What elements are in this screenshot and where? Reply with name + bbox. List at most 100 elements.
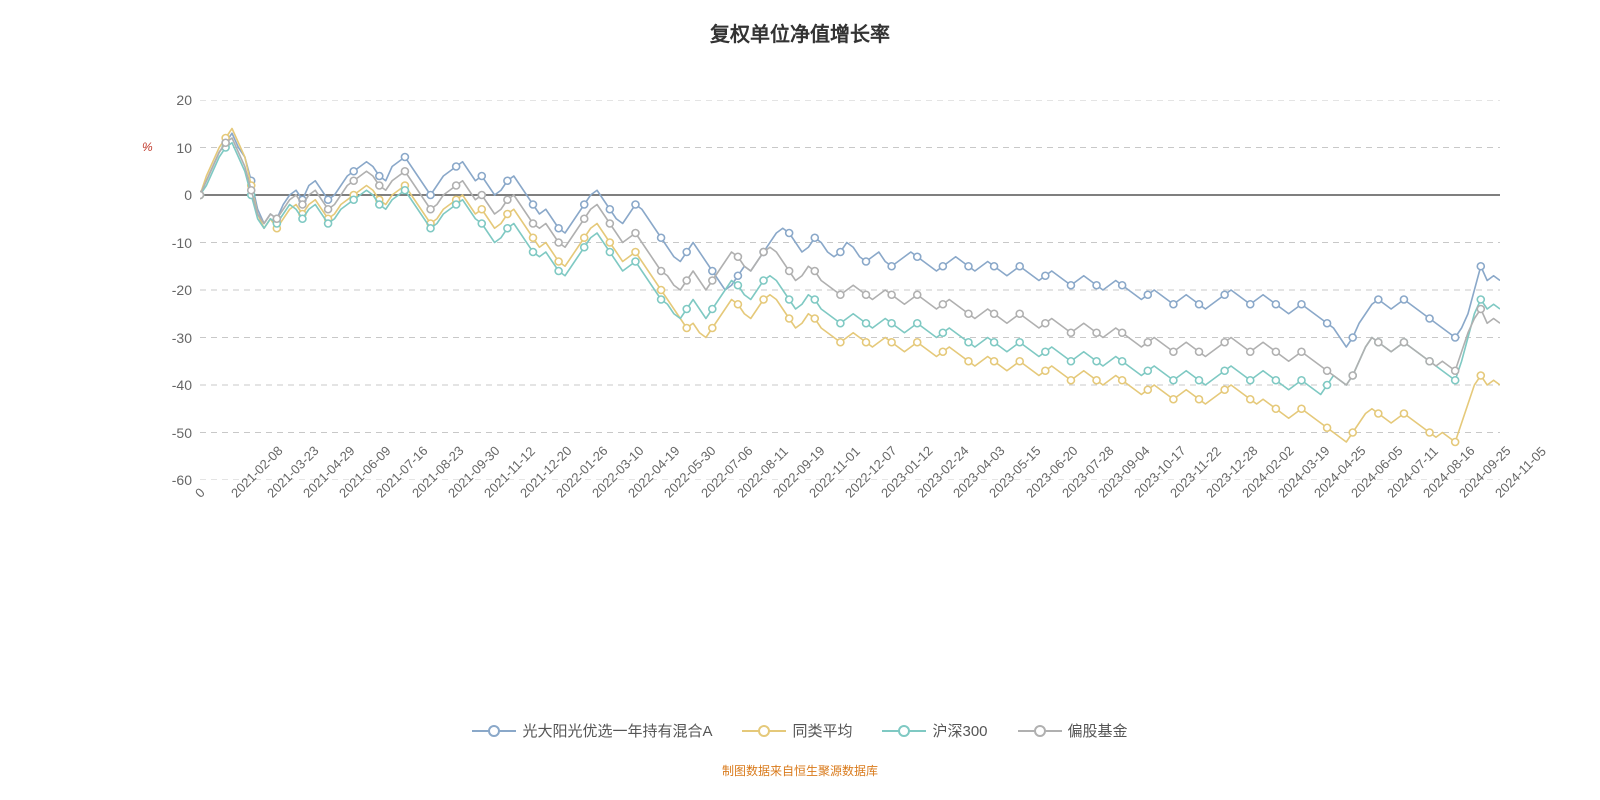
series-marker-peer bbox=[863, 339, 870, 346]
series-marker-equity_fund bbox=[786, 268, 793, 275]
legend: 光大阳光优选一年持有混合A 同类平均 沪深300 偏股基金 bbox=[0, 720, 1600, 741]
series-marker-hs300 bbox=[325, 220, 332, 227]
x-tick-label: 0 bbox=[192, 485, 208, 501]
series-marker-equity_fund bbox=[606, 220, 613, 227]
series-marker-equity_fund bbox=[555, 239, 562, 246]
series-marker-peer bbox=[683, 325, 690, 332]
series-marker-equity_fund bbox=[1477, 306, 1484, 313]
series-marker-fund bbox=[1247, 301, 1254, 308]
series-marker-hs300 bbox=[786, 296, 793, 303]
legend-item-hs300: 沪深300 bbox=[882, 720, 987, 741]
series-marker-equity_fund bbox=[427, 206, 434, 213]
series-marker-hs300 bbox=[376, 201, 383, 208]
series-marker-hs300 bbox=[1298, 377, 1305, 384]
series-marker-fund bbox=[888, 263, 895, 270]
series-marker-fund bbox=[530, 201, 537, 208]
series-marker-fund bbox=[837, 249, 844, 256]
series-marker-peer bbox=[606, 239, 613, 246]
series-marker-equity_fund bbox=[837, 291, 844, 298]
y-tick-label: -40 bbox=[172, 377, 192, 393]
series-marker-equity_fund bbox=[581, 215, 588, 222]
series-marker-equity_fund bbox=[1221, 339, 1228, 346]
series-marker-equity_fund bbox=[1452, 367, 1459, 374]
series-marker-fund bbox=[376, 173, 383, 180]
series-marker-equity_fund bbox=[376, 182, 383, 189]
series-marker-peer bbox=[555, 258, 562, 265]
legend-label: 光大阳光优选一年持有混合A bbox=[522, 720, 712, 741]
y-tick-label: 10 bbox=[176, 140, 192, 156]
series-line-hs300 bbox=[200, 143, 1500, 395]
series-marker-peer bbox=[1452, 439, 1459, 446]
series-marker-equity_fund bbox=[1324, 367, 1331, 374]
legend-label: 偏股基金 bbox=[1068, 720, 1128, 741]
series-marker-peer bbox=[1298, 405, 1305, 412]
series-marker-peer bbox=[914, 339, 921, 346]
y-tick-label: -10 bbox=[172, 235, 192, 251]
series-marker-peer bbox=[786, 315, 793, 322]
series-marker-equity_fund bbox=[1196, 348, 1203, 355]
series-marker-peer bbox=[1272, 405, 1279, 412]
series-marker-hs300 bbox=[1324, 382, 1331, 389]
series-marker-equity_fund bbox=[632, 230, 639, 237]
series-marker-equity_fund bbox=[1400, 339, 1407, 346]
series-marker-hs300 bbox=[709, 306, 716, 313]
series-marker-peer bbox=[1119, 377, 1126, 384]
series-marker-fund bbox=[350, 168, 357, 175]
series-marker-hs300 bbox=[965, 339, 972, 346]
series-marker-fund bbox=[709, 268, 716, 275]
series-marker-fund bbox=[453, 163, 460, 170]
legend-swatch bbox=[742, 724, 786, 738]
series-marker-peer bbox=[888, 339, 895, 346]
series-marker-fund bbox=[991, 263, 998, 270]
series-marker-fund bbox=[632, 201, 639, 208]
series-marker-peer bbox=[530, 234, 537, 241]
series-marker-peer bbox=[1221, 386, 1228, 393]
series-marker-fund bbox=[1042, 272, 1049, 279]
series-marker-hs300 bbox=[1170, 377, 1177, 384]
series-marker-peer bbox=[1477, 372, 1484, 379]
footer-note: 制图数据来自恒生聚源数据库 bbox=[0, 762, 1600, 779]
series-marker-fund bbox=[863, 258, 870, 265]
series-marker-hs300 bbox=[1042, 348, 1049, 355]
series-marker-fund bbox=[427, 192, 434, 199]
y-tick-label: -60 bbox=[172, 472, 192, 488]
series-marker-peer bbox=[1144, 386, 1151, 393]
series-marker-fund bbox=[325, 196, 332, 203]
series-marker-equity_fund bbox=[350, 177, 357, 184]
series-marker-equity_fund bbox=[200, 192, 204, 199]
series-marker-peer bbox=[1400, 410, 1407, 417]
series-marker-hs300 bbox=[991, 339, 998, 346]
series-marker-fund bbox=[1426, 315, 1433, 322]
series-marker-equity_fund bbox=[299, 201, 306, 208]
series-marker-equity_fund bbox=[1170, 348, 1177, 355]
series-marker-equity_fund bbox=[1067, 329, 1074, 336]
series-marker-hs300 bbox=[1016, 339, 1023, 346]
series-marker-equity_fund bbox=[453, 182, 460, 189]
series-marker-equity_fund bbox=[709, 277, 716, 284]
legend-label: 同类平均 bbox=[792, 720, 852, 741]
legend-swatch bbox=[1018, 724, 1062, 738]
series-marker-hs300 bbox=[427, 225, 434, 232]
series-marker-fund bbox=[658, 234, 665, 241]
series-marker-equity_fund bbox=[401, 168, 408, 175]
y-tick-label: -50 bbox=[172, 425, 192, 441]
series-marker-hs300 bbox=[478, 220, 485, 227]
series-marker-equity_fund bbox=[1375, 339, 1382, 346]
series-marker-hs300 bbox=[658, 296, 665, 303]
series-marker-fund bbox=[683, 249, 690, 256]
series-marker-peer bbox=[1324, 424, 1331, 431]
series-marker-fund bbox=[1324, 320, 1331, 327]
series-marker-fund bbox=[1477, 263, 1484, 270]
series-marker-equity_fund bbox=[811, 268, 818, 275]
series-marker-fund bbox=[504, 177, 511, 184]
chart-title: 复权单位净值增长率 bbox=[0, 18, 1600, 47]
series-marker-hs300 bbox=[1067, 358, 1074, 365]
series-marker-fund bbox=[401, 154, 408, 161]
series-marker-hs300 bbox=[837, 320, 844, 327]
series-marker-equity_fund bbox=[478, 192, 485, 199]
series-marker-hs300 bbox=[760, 277, 767, 284]
series-marker-peer bbox=[658, 287, 665, 294]
series-marker-peer bbox=[581, 234, 588, 241]
series-marker-equity_fund bbox=[1298, 348, 1305, 355]
series-line-equity_fund bbox=[200, 138, 1500, 385]
